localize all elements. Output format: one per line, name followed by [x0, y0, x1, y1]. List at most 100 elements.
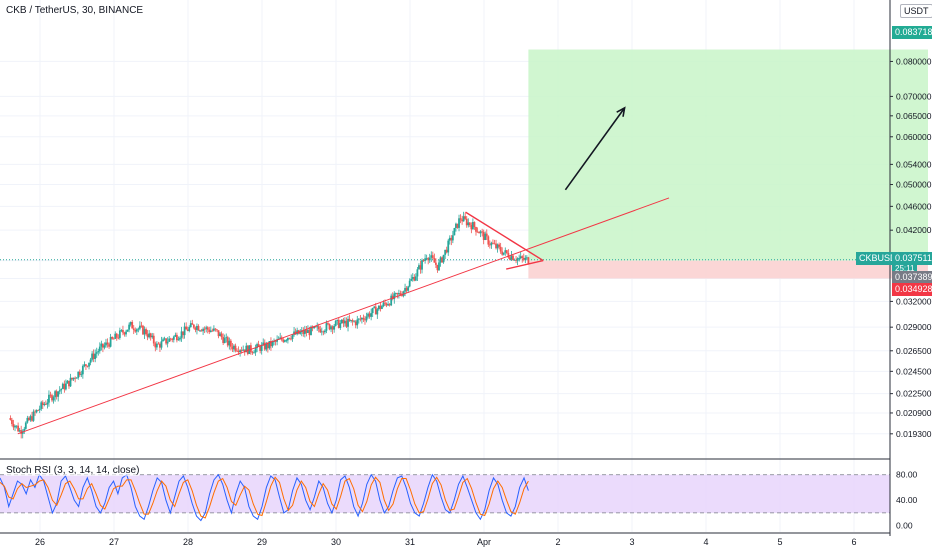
candle-body-313: [492, 242, 494, 244]
candle-body-270: [425, 258, 428, 260]
candle-body-138: [222, 337, 225, 343]
candle-body-228: [361, 317, 363, 320]
candle-body-0: [9, 418, 12, 420]
candle-body-27: [51, 395, 53, 401]
candle-body-53: [91, 353, 94, 360]
candle-body-315: [495, 243, 497, 249]
candle-body-60: [102, 343, 104, 348]
stoch-rsi-label: Stoch RSI (3, 3, 14, 14, close): [6, 465, 140, 476]
candle-body-56: [95, 352, 98, 354]
candle-body-328: [515, 259, 517, 261]
candle-body-246: [388, 304, 391, 306]
candle-body-331: [519, 256, 522, 259]
position-zones: [0, 49, 928, 279]
candle-body-157: [251, 351, 254, 353]
candle-body-216: [342, 319, 345, 324]
candle-body-84: [139, 325, 141, 329]
candle-body-219: [347, 318, 349, 327]
candle-body-327: [513, 259, 516, 261]
candle-body-256: [404, 288, 406, 292]
time-tick-label-4: 30: [331, 537, 341, 547]
candle-body-48: [83, 364, 86, 366]
candle-body-136: [219, 333, 221, 337]
candle-body-267: [421, 260, 423, 270]
price-tick-label-5: 0.050000: [896, 180, 932, 190]
candle-body-207: [328, 323, 331, 330]
candle-body-276: [435, 262, 437, 265]
candle-body-154: [246, 345, 249, 354]
candle-body-236: [373, 306, 376, 308]
time-tick-label-2: 28: [183, 537, 193, 547]
time-tick-label-5: 31: [405, 537, 415, 547]
candle-body-24: [46, 402, 49, 405]
price-tick-label-4: 0.054000: [896, 159, 932, 169]
rising-trendline: [17, 197, 670, 435]
candle-body-59: [100, 343, 103, 347]
candle-body-204: [324, 330, 326, 333]
candle-body-46: [80, 374, 83, 376]
candle-body-161: [257, 344, 260, 347]
stoch-k-line: [0, 473, 529, 522]
candle-body-238: [376, 309, 379, 315]
candle-body-242: [382, 302, 385, 307]
candle-body-127: [205, 327, 208, 329]
price-candles[interactable]: [9, 211, 530, 439]
candle-body-297: [467, 222, 470, 226]
candle-body-203: [322, 331, 325, 333]
candle-body-223: [353, 321, 356, 323]
candle-body-92: [151, 335, 154, 338]
candle-body-145: [233, 345, 235, 350]
currency-button[interactable]: USDT: [900, 4, 932, 18]
price-tick-label-16: 0.019300: [896, 429, 932, 439]
chart-title: CKB / TetherUS, 30, BINANCE: [6, 5, 144, 16]
candle-body-179: [285, 340, 288, 342]
candle-body-334: [524, 257, 527, 260]
candle-body-302: [475, 227, 477, 232]
candle-body-66: [111, 337, 114, 339]
candle-body-170: [271, 341, 274, 347]
candle-body-137: [220, 333, 223, 338]
candle-body-135: [217, 330, 220, 337]
candle-body-36: [65, 383, 67, 390]
candle-body-240: [379, 305, 382, 309]
candle-body-29: [54, 391, 57, 398]
candle-body-277: [436, 264, 439, 271]
candle-body-68: [114, 333, 117, 339]
candle-body-225: [356, 319, 359, 326]
candle-body-34: [61, 383, 64, 389]
candle-body-47: [81, 365, 84, 375]
candle-body-3: [14, 426, 16, 428]
candle-body-325: [510, 255, 513, 260]
candle-body-265: [418, 265, 420, 270]
stoch-tick-label-1: 40.00: [896, 495, 918, 505]
candle-body-181: [288, 337, 291, 339]
candle-body-290: [456, 223, 459, 228]
stoch-rsi-pane[interactable]: [0, 458, 890, 522]
candle-body-141: [226, 337, 229, 346]
candle-body-149: [239, 350, 242, 353]
candle-body-213: [337, 319, 340, 328]
candle-body-177: [282, 339, 285, 342]
candle-body-72: [120, 329, 123, 331]
candle-body-182: [290, 338, 292, 340]
candle-body-22: [43, 403, 46, 406]
gridlines: [0, 0, 890, 532]
candle-body-150: [240, 350, 243, 351]
price-tick-label-3: 0.060000: [896, 132, 932, 142]
candle-body-254: [401, 295, 403, 296]
target-zone: [528, 49, 928, 261]
price-tick-label-6: 0.046000: [896, 201, 932, 211]
candle-body-51: [88, 362, 90, 367]
candle-body-212: [336, 319, 339, 321]
candle-body-133: [214, 328, 217, 330]
candle-body-117: [189, 323, 192, 328]
candle-body-28: [52, 397, 55, 401]
candle-body-184: [293, 331, 295, 335]
candle-body-268: [422, 260, 425, 262]
candle-body-166: [265, 343, 268, 350]
candle-body-128: [206, 327, 209, 330]
candle-body-90: [148, 333, 151, 338]
trend-drawings[interactable]: [17, 106, 670, 435]
candle-body-244: [385, 303, 388, 306]
